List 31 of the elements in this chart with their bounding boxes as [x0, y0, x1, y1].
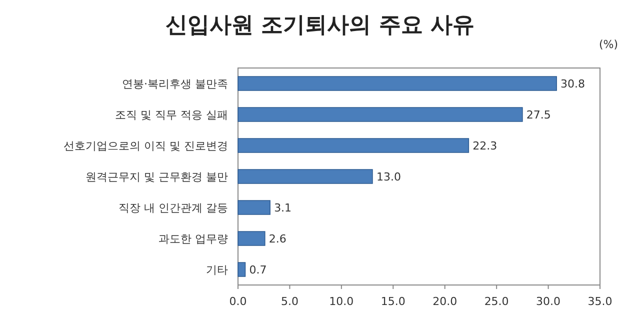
chart-title: 신입사원 조기퇴사의 주요 사유 [166, 13, 474, 38]
bar [238, 200, 270, 215]
y-tick-label: 조직 및 직무 적응 실패 [115, 108, 228, 122]
bar [238, 76, 557, 91]
data-label: 22.3 [472, 140, 498, 152]
x-tick-label: 35.0 [588, 295, 612, 308]
x-tick-label: 20.0 [432, 295, 458, 308]
data-label: 13.0 [376, 170, 401, 184]
y-tick-label: 원격근무지 및 근무환경 불만 [86, 170, 228, 184]
y-tick-label: 연봉·복리후생 불만족 [122, 78, 228, 90]
x-tick-label: 0.0 [229, 295, 247, 308]
bar [238, 231, 266, 246]
bar [238, 169, 373, 184]
x-tick-label: 10.0 [329, 295, 354, 308]
y-tick-label: 선호기업으로의 이직 및 진로변경 [64, 140, 228, 152]
data-label: 3.1 [274, 202, 292, 214]
data-label: 2.6 [268, 232, 286, 246]
bar [238, 107, 523, 122]
x-tick-label: 30.0 [536, 295, 561, 308]
y-tick-label: 기타 [206, 264, 228, 276]
x-tick-label: 25.0 [484, 295, 509, 308]
x-tick-label: 15.0 [380, 295, 406, 308]
y-tick-label: 직장 내 인간관계 갈등 [118, 202, 228, 214]
text: (%) [598, 38, 618, 51]
bar [238, 262, 246, 277]
data-label: 27.5 [526, 108, 551, 122]
y-tick-label: 과도한 업무량 [158, 232, 228, 246]
data-label: 30.8 [560, 78, 586, 90]
data-label: 0.7 [249, 264, 267, 276]
x-tick-label: 5.0 [280, 295, 298, 308]
bar [238, 138, 470, 153]
